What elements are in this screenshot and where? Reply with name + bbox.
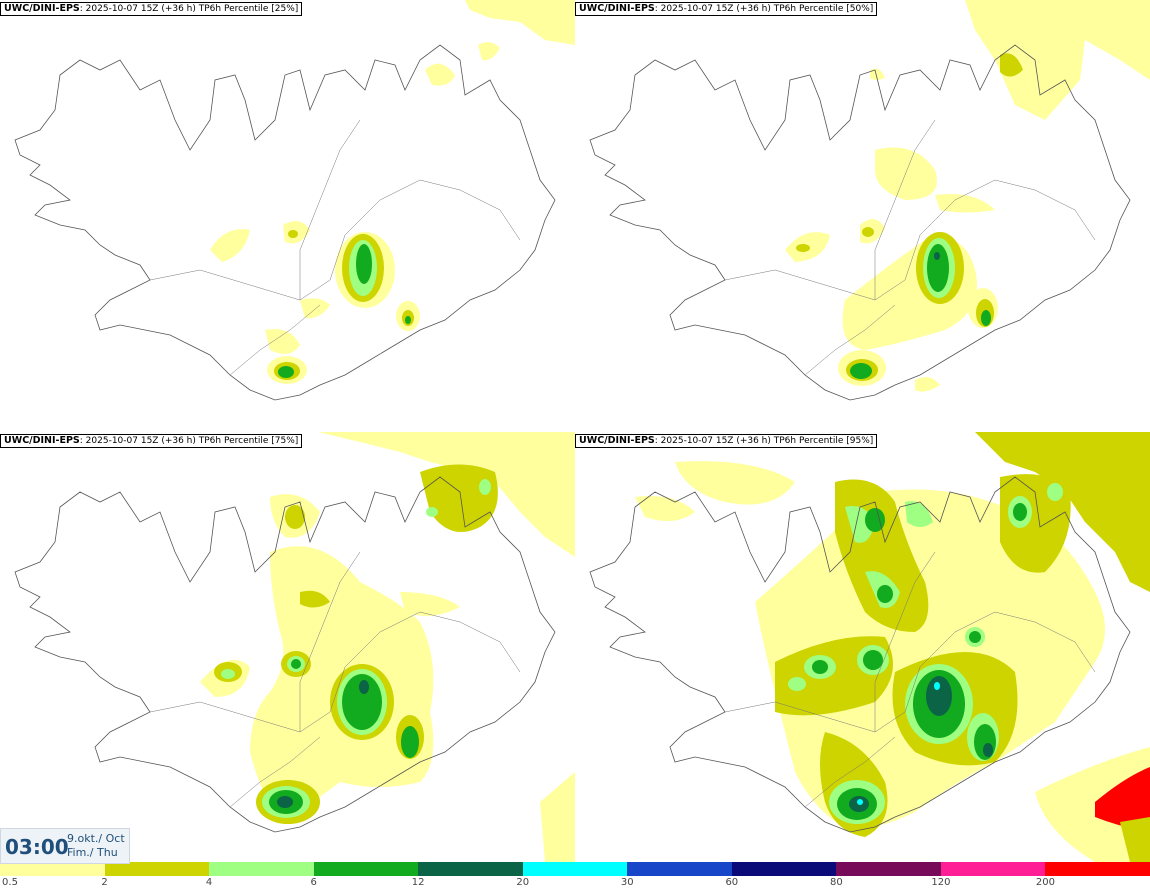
color-legend: 0.5 2 4 6 12 20 30 60 80 120 200: [0, 862, 1150, 891]
model-name: UWC/DINI-EPS: [4, 3, 80, 14]
panel-title: UWC/DINI-EPS: 2025-10-07 15Z (+36 h) TP6…: [575, 2, 878, 16]
legend-label: 60: [725, 877, 739, 888]
legend-label: 20: [516, 877, 530, 888]
map-panel-p75: UWC/DINI-EPS: 2025-10-07 15Z (+36 h) TP6…: [0, 432, 575, 862]
roads: [724, 551, 1096, 808]
precip-areas: [635, 432, 1150, 862]
date-line-2: Fim./ Thu: [67, 846, 118, 859]
iceland-coastline: [14, 44, 556, 401]
precip-map: [14, 432, 575, 862]
precip-map: [589, 0, 1150, 401]
precip-areas: [785, 0, 1150, 392]
run-info: : 2025-10-07 15Z (+36 h) TP6h Percentile…: [79, 4, 299, 14]
legend-label: 6: [310, 877, 317, 888]
legend-label: 200: [1035, 877, 1055, 888]
iceland-coastline: [14, 476, 556, 833]
date-line-1: 9.okt./ Oct: [67, 832, 125, 845]
panel-title: UWC/DINI-EPS: 2025-10-07 15Z (+36 h) TP6…: [0, 434, 303, 448]
run-info: : 2025-10-07 15Z (+36 h) TP6h Percentile…: [79, 436, 299, 446]
legend-swatch: [1045, 862, 1150, 876]
legend-swatch: [522, 862, 628, 876]
map-panel-p50: UWC/DINI-EPS: 2025-10-07 15Z (+36 h) TP6…: [575, 0, 1150, 430]
legend-swatch: [940, 862, 1046, 876]
run-info: : 2025-10-07 15Z (+36 h) TP6h Percentile…: [654, 436, 874, 446]
valid-time-clock: 03:00: [5, 835, 69, 859]
iceland-coastline: [589, 44, 1131, 401]
valid-time-box: 03:00 9.okt./ Oct Fim./ Thu: [0, 828, 130, 864]
model-name: UWC/DINI-EPS: [4, 435, 80, 446]
legend-swatch: [209, 862, 315, 876]
map-panel-p95: UWC/DINI-EPS: 2025-10-07 15Z (+36 h) TP6…: [575, 432, 1150, 862]
model-name: UWC/DINI-EPS: [579, 3, 655, 14]
legend-swatch: [627, 862, 733, 876]
legend-swatch: [836, 862, 942, 876]
precip-map: [589, 432, 1150, 862]
legend-label: 12: [411, 877, 425, 888]
panel-title: UWC/DINI-EPS: 2025-10-07 15Z (+36 h) TP6…: [0, 2, 303, 16]
legend-swatch: [418, 862, 524, 876]
legend-swatch: [104, 862, 210, 876]
legend-label: 30: [620, 877, 634, 888]
precip-areas: [210, 0, 575, 384]
roads: [149, 551, 521, 808]
panel-title: UWC/DINI-EPS: 2025-10-07 15Z (+36 h) TP6…: [575, 434, 878, 448]
precip-map: [14, 0, 575, 401]
run-info: : 2025-10-07 15Z (+36 h) TP6h Percentile…: [654, 4, 874, 14]
iceland-coastline: [589, 476, 1131, 833]
roads: [149, 119, 521, 376]
legend-label: 80: [829, 877, 843, 888]
legend-label: 2: [101, 877, 108, 888]
map-panel-p25: UWC/DINI-EPS: 2025-10-07 15Z (+36 h) TP6…: [0, 0, 575, 430]
legend-label: 0.5: [2, 877, 18, 888]
legend-swatch: [0, 862, 105, 876]
legend-swatch: [313, 862, 419, 876]
legend-swatch: [731, 862, 837, 876]
roads: [724, 119, 1096, 376]
precip-areas: [200, 432, 575, 862]
valid-time-date: 9.okt./ Oct Fim./ Thu: [67, 832, 125, 860]
legend-label: 120: [931, 877, 951, 888]
legend-label: 4: [205, 877, 213, 888]
model-name: UWC/DINI-EPS: [579, 435, 655, 446]
